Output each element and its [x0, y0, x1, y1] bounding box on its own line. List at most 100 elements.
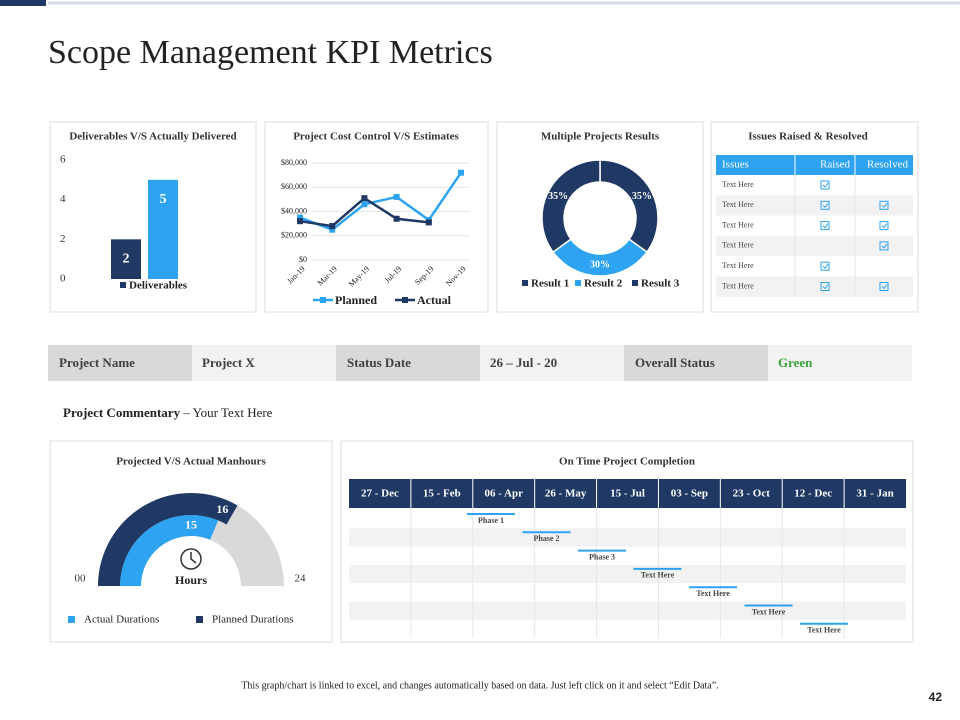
timeline-row-bg [349, 583, 906, 602]
check-mark [881, 203, 888, 209]
donut-slice [541, 159, 601, 254]
commentary-label: Project Commentary [63, 405, 181, 420]
task-label: Text Here [752, 607, 786, 616]
timeline-title: On Time Project Completion [559, 456, 695, 468]
legend-swatch [402, 297, 408, 303]
line-marker [297, 218, 303, 225]
y-tick-label: 6 [60, 154, 66, 166]
legend-label: Result 1 [531, 278, 569, 290]
line-marker [297, 214, 303, 221]
gauge-band [98, 492, 238, 586]
bar [148, 179, 178, 279]
check-icon [879, 282, 889, 291]
table-row-bg [716, 175, 913, 196]
timeline-row-bg [349, 601, 906, 620]
check-mark [822, 182, 829, 188]
table-row-bg [716, 235, 913, 257]
legend-label: Deliverables [129, 280, 188, 292]
table-row-bg [716, 195, 913, 216]
legend-label: Result 2 [584, 278, 623, 290]
timeline-date: 06 - Apr [484, 488, 523, 500]
y-tick-label: 2 [60, 233, 66, 245]
line-marker [393, 193, 400, 200]
check-mark [822, 203, 829, 209]
slice-label: 35% [548, 191, 568, 202]
y-tick-label: $20,000 [281, 231, 307, 240]
gauge-tick-label: 00 [75, 573, 87, 585]
check-mark [822, 284, 829, 290]
status-label-bg [48, 345, 192, 381]
y-tick-label: $80,000 [281, 158, 307, 167]
check-mark [881, 284, 888, 290]
donut-slice [599, 159, 659, 254]
slice-label: 30% [590, 259, 610, 270]
bar-value-label: 5 [160, 192, 167, 207]
line-marker [361, 195, 368, 202]
slide-title: Scope Management KPI Metrics [48, 34, 493, 71]
timeline-date: 15 - Jul [610, 488, 645, 500]
panel [496, 121, 704, 313]
y-tick-label: $0 [299, 255, 307, 264]
chart-title: Projected V/S Actual Manhours [116, 456, 266, 468]
check-icon [820, 180, 830, 190]
legend-label: Planned Durations [212, 614, 294, 626]
y-tick-label: 4 [60, 193, 66, 205]
gauge-tick-label: 24 [295, 573, 307, 585]
check-icon [820, 200, 830, 210]
table-header-cell: Resolved [867, 159, 908, 171]
line-marker [329, 226, 336, 233]
table-row-bg [716, 276, 913, 297]
task-label: Phase 1 [478, 516, 504, 525]
y-tick-label: 0 [60, 273, 66, 285]
timeline-date: 31 - Jan [856, 488, 893, 500]
check-icon [879, 200, 889, 210]
timeline-date: 15 - Feb [423, 488, 461, 500]
legend-swatch [196, 616, 203, 623]
status-value-bg [480, 345, 624, 381]
timeline-date: 03 - Sep [671, 488, 708, 500]
task-label: Text Here [641, 571, 675, 580]
table-title: Issues Raised & Resolved [748, 131, 867, 143]
table-row-bg [716, 215, 913, 236]
chart-title: Deliverables V/S Actually Delivered [69, 131, 236, 143]
gauge-value-label: 16 [216, 502, 228, 516]
footer-note: This graph/chart is linked to excel, and… [241, 680, 718, 691]
legend-swatch [522, 280, 528, 286]
status-label-bg [624, 345, 768, 381]
top-accent [0, 0, 46, 6]
timeline-row-bg [349, 510, 906, 529]
status-value: Green [778, 355, 813, 370]
status-value: Project X [202, 355, 255, 370]
table-row-bg [716, 256, 913, 277]
bar-value-label: 2 [123, 252, 130, 267]
table-cell: Text Here [722, 180, 754, 189]
slice-label: 35% [632, 191, 652, 202]
table-cell: Text Here [722, 241, 754, 250]
chart-title: Project Cost Control V/S Estimates [293, 131, 459, 143]
line-marker [329, 223, 336, 230]
gauge-value-label: 15 [185, 517, 197, 531]
line-marker [425, 219, 432, 226]
chart-title: Multiple Projects Results [541, 131, 660, 143]
timeline-row-bg [349, 528, 906, 547]
commentary-text: – Your Text Here [180, 405, 273, 420]
legend-label: Planned [335, 293, 377, 307]
timeline-row-bg [349, 546, 906, 565]
legend-label: Result 3 [641, 278, 680, 290]
panel [49, 440, 333, 643]
check-icon [879, 221, 889, 231]
table-header-bg [716, 155, 913, 175]
task-label: Text Here [696, 589, 730, 598]
status-value-bg [192, 345, 336, 381]
check-icon [820, 282, 830, 291]
table-cell: Text Here [722, 261, 754, 270]
y-tick-label: $40,000 [281, 206, 307, 215]
clock-hands [190, 552, 197, 564]
status-label: Project Name [59, 355, 135, 370]
check-mark [881, 223, 888, 229]
table-header-cell: Issues [722, 159, 749, 171]
line-marker [361, 201, 368, 208]
legend-label: Actual [417, 293, 452, 307]
line-marker [458, 169, 464, 176]
